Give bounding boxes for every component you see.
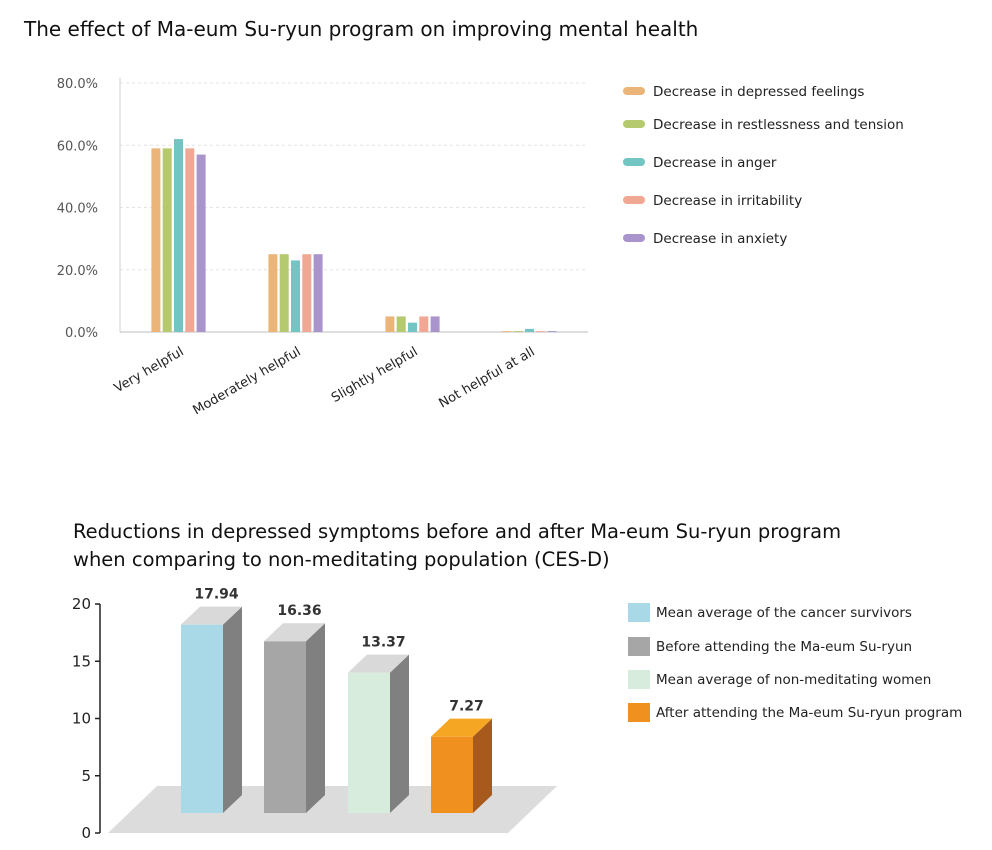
- chart2-y-tick-label: 20: [72, 595, 91, 613]
- chart1-bar: [151, 148, 161, 332]
- chart1-svg: 0.0%20.0%40.0%60.0%80.0%Very helpful Mode…: [57, 77, 904, 418]
- chart1-bar: [547, 331, 557, 332]
- chart1-bar: [162, 148, 172, 332]
- chart1-bar: [174, 139, 183, 332]
- chart2-bar-side: [223, 606, 242, 813]
- chart1-bar: [291, 260, 300, 332]
- chart2-bar-front: [348, 672, 390, 813]
- chart2-bar-side: [306, 623, 325, 813]
- chart1-bar: [279, 254, 289, 332]
- chart1-bar: [408, 322, 417, 332]
- chart1-bar: [525, 328, 534, 332]
- chart2-legend-swatch: [628, 637, 650, 656]
- chart1-bar: [513, 331, 523, 332]
- chart2-y-tick-label: 10: [72, 710, 91, 728]
- chart2-data-label: 7.27: [449, 699, 484, 715]
- chart2-legend-swatch: [628, 670, 650, 689]
- chart2-bar-front: [431, 736, 473, 813]
- chart2-bar-top: [181, 606, 242, 625]
- chart1-bar: [502, 331, 512, 332]
- chart1-legend-swatch: [623, 158, 645, 166]
- chart1-legend-label: Decrease in irritability: [653, 193, 802, 209]
- chart2-data-label: 13.37: [361, 635, 405, 651]
- chart1-bar: [396, 316, 406, 332]
- chart1-y-tick-label: 0.0%: [65, 326, 98, 341]
- chart1-legend-label: Decrease in anxiety: [653, 231, 787, 247]
- chart1-legend-swatch: [623, 196, 645, 204]
- chart2-bar-front: [181, 624, 223, 813]
- chart2-y-tick-label: 5: [81, 767, 91, 785]
- chart2-data-label: 17.94: [194, 587, 239, 603]
- chart2-legend-swatch: [628, 603, 650, 622]
- chart2-y-tick-label: 15: [72, 652, 91, 670]
- chart2-y-tick-label: 0: [81, 824, 91, 842]
- chart1-legend-swatch: [623, 87, 645, 95]
- chart2-bar-top: [431, 718, 492, 737]
- chart2-data-label: 16.36: [277, 603, 321, 619]
- chart2-legend-swatch: [628, 703, 650, 722]
- chart1-bar: [419, 316, 429, 332]
- chart1-bar: [185, 148, 195, 332]
- chart1-legend-swatch: [623, 120, 645, 128]
- chart1-bar: [313, 254, 323, 332]
- chart2-bar-top: [348, 654, 409, 673]
- chart2-title-line-2: when comparing to non-meditating populat…: [73, 548, 610, 571]
- chart2-title-line-1: Reductions in depressed symptoms before …: [73, 520, 842, 543]
- chart2-legend-label: Before attending the Ma-eum Su-ryun: [656, 639, 912, 655]
- chart2-bar-side: [390, 654, 409, 813]
- chart2-legend-label: Mean average of the cancer survivors: [656, 605, 912, 621]
- chart2-bar-side: [473, 718, 492, 813]
- chart1-legend-label: Decrease in anger: [653, 155, 777, 171]
- chart1-y-tick-label: 40.0%: [57, 202, 98, 217]
- chart2-legend-label: Mean average of non-meditating women: [656, 672, 931, 688]
- chart2-bar-front: [264, 641, 306, 813]
- chart1-title: The effect of Ma-eum Su-ryun program on …: [24, 17, 699, 41]
- chart1-y-tick-label: 80.0%: [57, 77, 98, 92]
- chart1-bar: [302, 254, 312, 332]
- chart2-legend-label: After attending the Ma-eum Su-ryun progr…: [656, 705, 962, 721]
- chart1-bar: [196, 154, 206, 332]
- chart1-bar: [385, 316, 395, 332]
- chart1-y-tick-label: 60.0%: [57, 139, 98, 154]
- chart1-legend-label: Decrease in restlessness and tension: [653, 117, 904, 133]
- chart1-bar: [268, 254, 278, 332]
- chart1-legend-label: Decrease in depressed feelings: [653, 84, 864, 100]
- chart1-bar: [430, 316, 440, 332]
- chart1-y-tick-label: 20.0%: [57, 264, 98, 279]
- chart2-title: Reductions in depressed symptoms before …: [73, 518, 841, 574]
- chart1-legend-swatch: [623, 234, 645, 242]
- chart1-bar: [536, 331, 546, 332]
- chart2-bar-top: [264, 623, 325, 642]
